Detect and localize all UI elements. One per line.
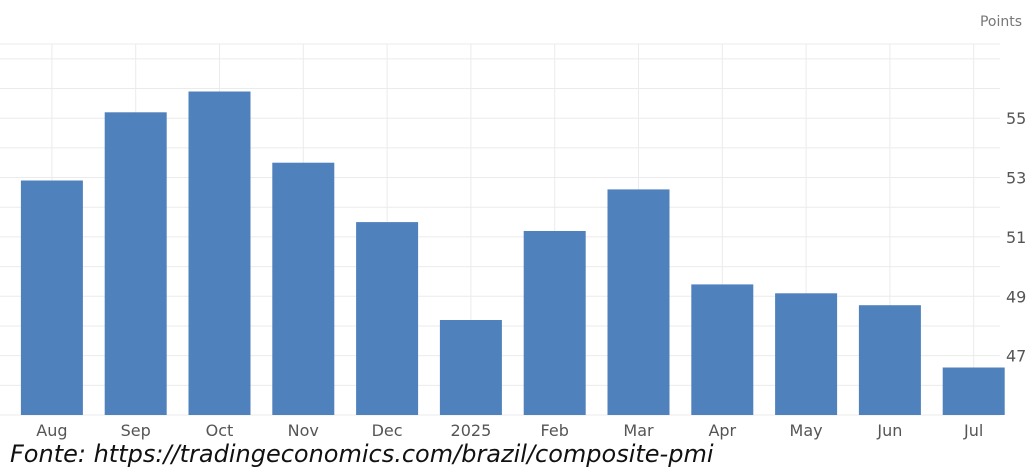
bar-2025[interactable] [439,320,502,415]
x-tick-label: Aug [36,421,67,440]
bar-sep[interactable] [104,112,167,416]
y-tick-label: 55 [1006,109,1026,128]
unit-label: Points [980,14,1022,30]
y-axis-ticks: 55 53 51 49 47 [1006,109,1026,365]
x-tick-label: Apr [708,421,736,440]
x-tick-label: Jul [963,421,983,440]
bar-mar[interactable] [607,189,670,415]
bar-dec[interactable] [356,222,419,415]
bar-apr[interactable] [691,284,754,415]
bar-jun[interactable] [858,305,921,415]
x-tick-label: Jun [876,421,902,440]
y-tick-label: 49 [1006,287,1026,306]
x-tick-label: Sep [121,421,151,440]
x-tick-label: Mar [623,421,654,440]
x-tick-label: Dec [372,421,403,440]
source-note: Fonte: https://tradingeconomics.com/braz… [10,440,714,468]
bars [20,91,1005,416]
y-tick-label: 47 [1006,347,1026,366]
bar-aug[interactable] [20,180,83,416]
x-tick-label: Oct [206,421,234,440]
bar-nov[interactable] [272,162,335,415]
bar-oct[interactable] [188,91,251,416]
composite-pmi-bar-chart: 55 53 51 49 47 Aug Sep Oct Nov Dec 2025 Feb Mar Apr M… [0,14,1026,440]
bar-may[interactable] [775,293,838,415]
bar-feb[interactable] [523,231,586,415]
x-axis-ticks: Aug Sep Oct Nov Dec 2025 Feb Mar Apr May Jun Jul [36,421,983,440]
y-tick-label: 51 [1006,228,1026,247]
x-tick-label: Feb [541,421,569,440]
bar-jul[interactable] [942,367,1005,416]
x-tick-label: May [790,421,823,440]
x-tick-label: Nov [288,421,319,440]
y-tick-label: 53 [1006,169,1026,188]
x-tick-label: 2025 [451,421,492,440]
